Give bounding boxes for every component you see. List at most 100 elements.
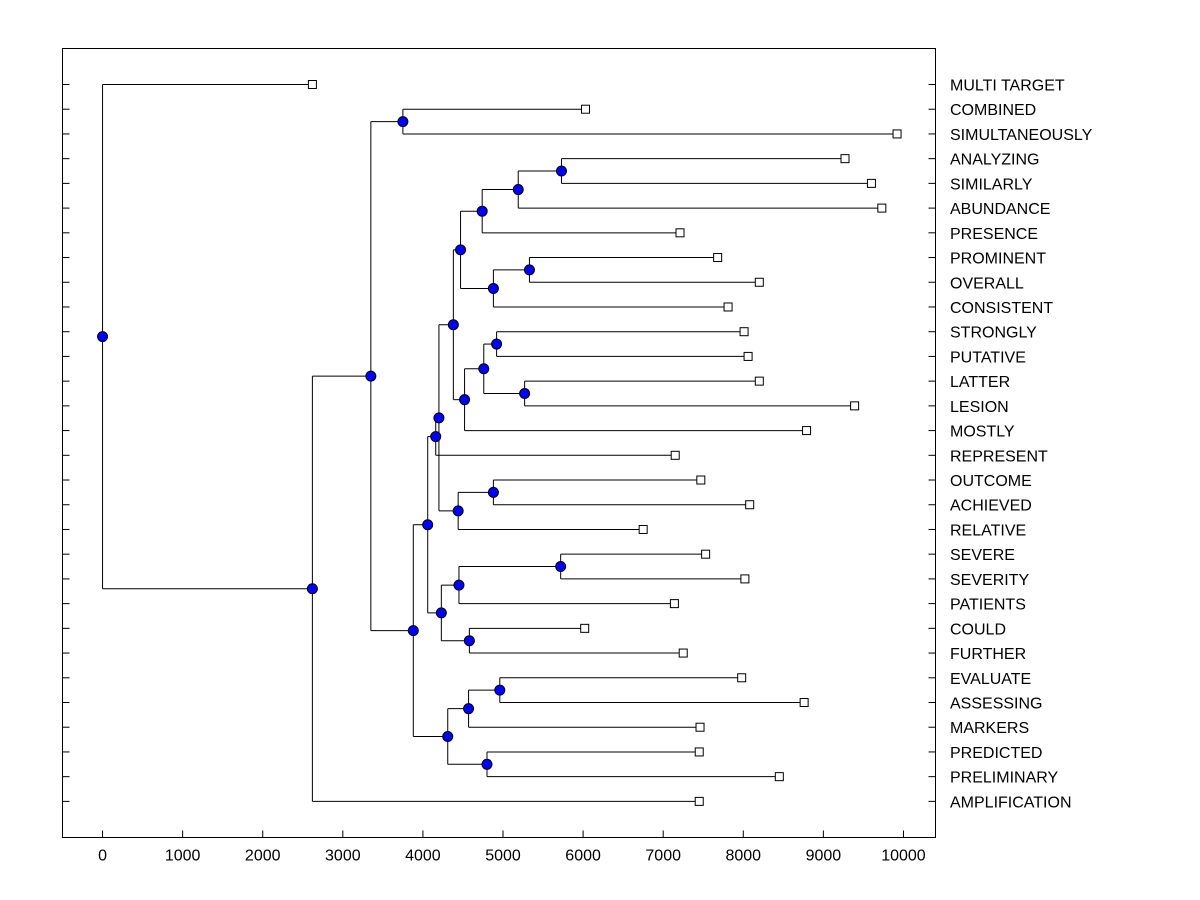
merge-node <box>555 165 567 177</box>
leaf-marker <box>840 154 850 164</box>
x-tick-label: 5000 <box>485 848 521 865</box>
x-tick-label: 10000 <box>881 848 926 865</box>
x-tick-label: 4000 <box>405 848 441 865</box>
merge-node <box>422 519 434 531</box>
leaf-marker <box>850 401 860 411</box>
leaf-label: PATIENTS <box>950 597 1026 614</box>
leaf-label: PREDICTED <box>950 745 1042 762</box>
merge-node <box>487 486 499 498</box>
merge-node <box>459 394 471 406</box>
merge-node <box>435 607 447 619</box>
leaf-marker <box>802 426 812 436</box>
merge-nodes <box>97 116 567 770</box>
leaf-marker <box>694 747 704 757</box>
leaf-label: COMBINED <box>950 102 1036 119</box>
leaf-label: SIMILARLY <box>950 176 1033 193</box>
leaf-label: ACHIEVED <box>950 498 1032 515</box>
x-tick-label: 2000 <box>245 848 281 865</box>
x-tick-label: 0 <box>98 848 107 865</box>
leaf-marker <box>739 327 749 337</box>
merge-node <box>455 244 467 256</box>
leaf-marker <box>754 376 764 386</box>
leaf-label: SEVERITY <box>950 572 1029 589</box>
leaf-label: OUTCOME <box>950 473 1032 490</box>
leaf-marker <box>892 129 902 139</box>
x-tick-label: 7000 <box>645 848 681 865</box>
merge-node <box>512 184 524 196</box>
leaf-marker <box>877 203 887 213</box>
merge-node <box>519 388 531 399</box>
leaf-label: LATTER <box>950 374 1010 391</box>
leaf-marker <box>866 178 876 188</box>
leaf-labels: MULTI TARGET COMBINED SIMULTANEOUSLY ANALYZ… <box>950 78 1093 812</box>
leaf-markers <box>307 80 902 806</box>
leaf-label: STRONGLY <box>950 325 1037 342</box>
leaf-marker <box>638 524 648 534</box>
merge-node <box>476 205 488 217</box>
merge-node <box>397 116 409 128</box>
leaf-marker <box>675 228 685 238</box>
leaf-marker <box>745 500 755 510</box>
leaf-label: PRELIMINARY <box>950 770 1059 787</box>
merge-node <box>481 758 493 770</box>
leaf-label: SIMULTANEOUSLY <box>950 127 1093 144</box>
leaf-label: COULD <box>950 621 1006 638</box>
leaf-marker <box>670 450 680 460</box>
merge-node <box>494 684 506 696</box>
merge-node <box>430 431 442 443</box>
leaf-marker <box>737 673 747 683</box>
leaf-label: PUTATIVE <box>950 349 1026 366</box>
leaf-label: CONSISTENT <box>950 300 1053 317</box>
leaf-marker <box>307 80 317 89</box>
leaf-marker <box>669 599 679 609</box>
x-axis: 0 1000 2000 3000 4000 5000 6000 7000 8000 9000 100… <box>98 830 926 865</box>
merge-node <box>442 730 454 742</box>
merge-node <box>463 703 475 715</box>
y-tick-marks <box>62 84 936 802</box>
leaf-label: AMPLIFICATION <box>950 794 1072 811</box>
merge-node <box>478 363 490 375</box>
merge-node <box>487 282 499 294</box>
leaf-label: SEVERE <box>950 547 1015 564</box>
x-tick-label: 8000 <box>725 848 761 865</box>
leaf-label: MULTI TARGET <box>950 78 1065 95</box>
leaf-marker <box>774 772 784 782</box>
leaf-label: ANALYZING <box>950 152 1040 169</box>
x-tick-label: 6000 <box>565 848 601 865</box>
merge-node <box>447 319 459 331</box>
merge-node <box>407 625 419 637</box>
merge-node <box>523 264 535 276</box>
leaf-label: RELATIVE <box>950 522 1026 539</box>
leaf-label: EVALUATE <box>950 671 1031 688</box>
leaf-marker <box>695 722 705 732</box>
leaf-label: ASSESSING <box>950 696 1042 713</box>
leaf-marker <box>743 351 753 361</box>
leaf-marker <box>723 302 733 312</box>
merge-node <box>97 331 109 343</box>
leaf-marker <box>799 698 809 707</box>
leaf-marker <box>694 796 704 806</box>
merge-node <box>365 370 377 382</box>
leaf-label: MARKERS <box>950 720 1029 737</box>
x-tick-label: 3000 <box>325 848 361 865</box>
leaf-label: PROMINENT <box>950 251 1046 268</box>
leaf-label: PRESENCE <box>950 226 1038 243</box>
leaf-marker <box>701 549 711 559</box>
leaf-marker <box>740 574 750 584</box>
plot-frame <box>62 48 936 838</box>
leaf-marker <box>580 104 590 114</box>
leaf-marker <box>678 648 688 658</box>
merge-node <box>555 561 567 573</box>
leaf-label: REPRESENT <box>950 448 1048 465</box>
merge-node <box>452 505 464 517</box>
merge-node <box>433 412 445 424</box>
merge-node <box>453 579 465 591</box>
merge-node <box>463 635 475 647</box>
x-tick-label: 1000 <box>165 848 201 865</box>
merge-node <box>306 583 318 595</box>
leaf-marker <box>580 623 590 633</box>
leaf-label: ABUNDANCE <box>950 201 1050 218</box>
leaf-label: OVERALL <box>950 275 1024 292</box>
leaf-label: FURTHER <box>950 646 1026 663</box>
